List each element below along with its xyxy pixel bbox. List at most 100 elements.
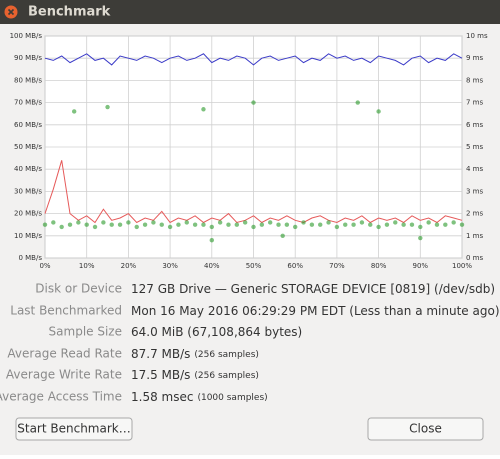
- start-benchmark-button[interactable]: [15, 417, 133, 441]
- info-value-text: 1.58 msec: [131, 390, 193, 404]
- info-value-note: (1000 samples): [197, 393, 267, 403]
- access-point: [267, 220, 273, 225]
- access-point: [184, 220, 189, 225]
- x-tick-label: 50%: [246, 262, 262, 270]
- access-point: [201, 222, 206, 227]
- access-point: [251, 100, 256, 105]
- info-value: 127 GB Drive — Generic STORAGE DEVICE [0…: [131, 282, 495, 296]
- y2-tick-label: 2 ms: [466, 210, 483, 218]
- title-bar: [0, 0, 500, 24]
- access-point: [418, 224, 423, 230]
- close-x[interactable]: [7, 8, 15, 16]
- x-tick-label: 30%: [162, 262, 178, 270]
- y2-tick-label: 7 ms: [466, 99, 483, 107]
- y-tick-label: 70 MB/s: [14, 99, 42, 107]
- access-point: [259, 222, 265, 227]
- access-point: [334, 224, 340, 230]
- y2-tick-label: 3 ms: [466, 187, 483, 195]
- y-tick-label: 30 MB/s: [14, 187, 42, 195]
- x-tick-label: 90%: [413, 262, 429, 270]
- access-point: [309, 222, 315, 227]
- access-point: [434, 222, 440, 227]
- close-label[interactable]: Close: [409, 422, 442, 436]
- access-point: [293, 224, 298, 230]
- access-point: [76, 220, 81, 225]
- y-tick-label: 10 MB/s: [14, 232, 42, 240]
- access-point: [126, 220, 131, 225]
- access-point: [151, 220, 156, 225]
- access-point: [84, 222, 89, 227]
- access-point: [101, 220, 106, 225]
- access-point: [368, 222, 373, 227]
- info-value: 17.5 MB/s (256 samples): [131, 368, 259, 382]
- access-point: [318, 222, 323, 227]
- access-point: [426, 220, 431, 225]
- access-point: [459, 222, 465, 227]
- y-tick-label: 80 MB/s: [14, 76, 42, 84]
- x-tick-label: 70%: [329, 262, 345, 270]
- access-point: [280, 233, 285, 238]
- access-point: [167, 224, 173, 230]
- access-point: [393, 220, 398, 225]
- x-tick-label: 80%: [371, 262, 387, 270]
- x-tick-label: 40%: [204, 262, 220, 270]
- access-point: [451, 220, 456, 225]
- x-tick-label: 100%: [452, 262, 472, 270]
- access-point: [209, 224, 214, 230]
- x-tick-label: 10%: [79, 262, 95, 270]
- y-tick-label: 60 MB/s: [14, 121, 42, 129]
- access-point: [242, 220, 248, 225]
- series-line: [44, 53, 463, 66]
- y2-tick-label: 1 ms: [466, 232, 483, 240]
- access-point: [42, 222, 48, 227]
- info-label: Average Read Rate: [7, 347, 122, 361]
- access-point: [376, 109, 381, 114]
- access-point: [134, 224, 139, 230]
- access-point: [192, 222, 198, 227]
- x-tick-label: 20%: [121, 262, 137, 270]
- access-point: [105, 104, 110, 110]
- access-point: [409, 222, 415, 227]
- close-window-button[interactable]: [4, 5, 18, 19]
- y2-tick-label: 0 ms: [466, 254, 483, 262]
- access-point: [376, 224, 381, 230]
- access-point: [109, 222, 114, 227]
- info-value-text: 17.5 MB/s: [131, 368, 190, 382]
- access-point: [176, 222, 181, 227]
- access-point: [276, 222, 281, 227]
- y-tick-label: 40 MB/s: [14, 165, 42, 173]
- access-point: [59, 224, 64, 230]
- access-point: [209, 238, 214, 243]
- info-value-note: (256 samples): [194, 371, 258, 381]
- window-title: Benchmark: [28, 5, 111, 20]
- y2-tick-label: 6 ms: [466, 121, 483, 129]
- info-value: 87.7 MB/s (256 samples): [131, 347, 259, 361]
- access-point: [326, 220, 331, 225]
- access-point: [251, 224, 256, 230]
- access-point: [71, 109, 77, 114]
- access-point: [443, 222, 448, 227]
- info-value-text: Mon 16 May 2016 06:29:29 PM EDT (Less th…: [131, 304, 500, 318]
- series-line: [44, 160, 463, 224]
- close-button[interactable]: [367, 417, 484, 441]
- access-point: [159, 222, 164, 227]
- access-point: [301, 220, 306, 225]
- start-benchmark-label[interactable]: Start Benchmark…: [17, 422, 130, 436]
- info-value-text: 87.7 MB/s: [131, 347, 190, 361]
- access-point: [117, 222, 123, 227]
- info-value: 1.58 msec (1000 samples): [131, 390, 268, 404]
- access-point: [234, 222, 240, 227]
- y2-tick-label: 10 ms: [466, 32, 488, 40]
- info-label: Average Write Rate: [6, 368, 122, 382]
- x-tick-label: 60%: [287, 262, 303, 270]
- info-label: Disk or Device: [35, 282, 122, 296]
- y-tick-label: 20 MB/s: [14, 210, 42, 218]
- access-point: [343, 222, 348, 227]
- access-point: [401, 222, 406, 227]
- y2-tick-label: 8 ms: [466, 76, 483, 84]
- y-tick-label: 50 MB/s: [14, 143, 42, 151]
- access-point: [418, 235, 423, 241]
- access-point: [142, 222, 148, 227]
- x-tick-label: 0%: [39, 262, 50, 270]
- access-point: [226, 222, 231, 227]
